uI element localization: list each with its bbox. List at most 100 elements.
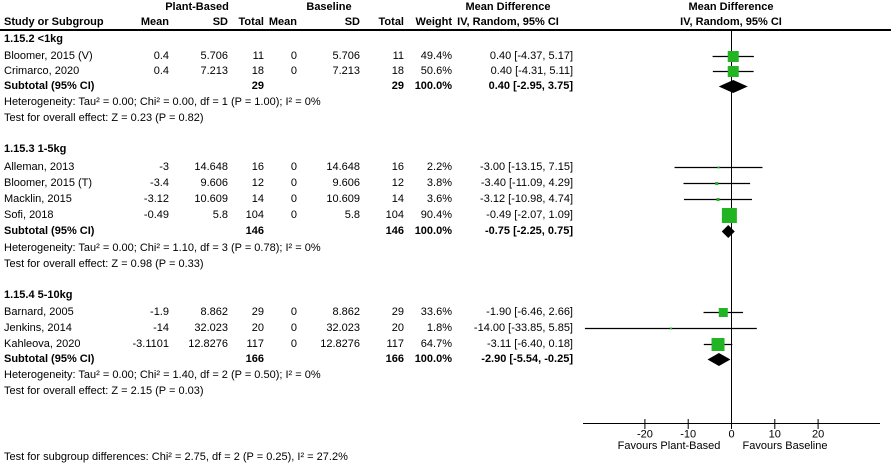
overall-effect-text: Test for overall effect: Z = 2.15 (P = 0… bbox=[4, 385, 204, 397]
study-bl_total: 14 bbox=[391, 193, 404, 205]
study-weight: 64.7% bbox=[420, 338, 452, 350]
study-md_ci: -3.12 [-10.98, 4.74] bbox=[480, 193, 573, 205]
study-pb_mean: 0.4 bbox=[153, 50, 169, 62]
study-pb_sd: 14.648 bbox=[194, 161, 228, 173]
study-weight: 50.6% bbox=[420, 65, 452, 77]
tick-label: 20 bbox=[812, 429, 824, 441]
plant-based-group-header: Plant-Based bbox=[165, 1, 229, 13]
favours-left-label: Favours Plant-Based bbox=[618, 440, 721, 452]
heterogeneity-text: Heterogeneity: Tau² = 0.00; Chi² = 0.00,… bbox=[4, 96, 321, 108]
study-md_ci: -14.00 [-33.85, 5.85] bbox=[473, 322, 573, 334]
subtotal-md-ci: -0.75 [-2.25, 0.75] bbox=[484, 225, 573, 237]
study-weight: 2.2% bbox=[426, 161, 452, 173]
study-bl_total: 18 bbox=[391, 65, 404, 77]
subtotal-md-ci: 0.40 [-2.95, 3.75] bbox=[488, 80, 573, 92]
subtotal-weight: 100.0% bbox=[414, 225, 452, 237]
weight-column-header: Weight bbox=[415, 16, 452, 28]
study-pb_sd: 32.023 bbox=[194, 322, 228, 334]
study-bl_mean: 0 bbox=[290, 193, 297, 205]
study-pb_total: 20 bbox=[251, 322, 264, 334]
study-md_ci: -1.90 [-6.46, 2.66] bbox=[486, 306, 573, 318]
subgroup-title: 1.15.2 <1kg bbox=[4, 33, 64, 45]
heterogeneity-text: Heterogeneity: Tau² = 0.00; Chi² = 1.40,… bbox=[4, 369, 321, 381]
subgroup-title: 1.15.4 5-10kg bbox=[4, 289, 73, 301]
heterogeneity-text: Heterogeneity: Tau² = 0.00; Chi² = 1.10,… bbox=[4, 242, 321, 254]
pb-mean-column-header: Mean bbox=[140, 16, 169, 28]
pb-total-column-header: Total bbox=[238, 16, 264, 28]
study-pb_total: 18 bbox=[251, 65, 264, 77]
study-bl_total: 29 bbox=[391, 306, 404, 318]
subgroup-differences-text: Test for subgroup differences: Chi² = 2.… bbox=[4, 451, 348, 463]
md-method-header: IV, Random, 95% CI bbox=[457, 16, 559, 28]
study-bl_total: 117 bbox=[386, 338, 404, 350]
study-bl_mean: 0 bbox=[290, 161, 297, 173]
study-pb_sd: 10.609 bbox=[194, 193, 228, 205]
study-pb_sd: 5.8 bbox=[212, 209, 228, 221]
study-weight: 3.8% bbox=[426, 177, 452, 189]
study-pb_mean: -3 bbox=[159, 161, 169, 173]
study-md_ci: -0.49 [-2.07, 1.09] bbox=[486, 209, 573, 221]
study-bl_total: 104 bbox=[385, 209, 404, 221]
subgroup-title: 1.15.3 1-5kg bbox=[4, 143, 67, 155]
favours-right-label: Favours Baseline bbox=[743, 440, 828, 452]
effect-square bbox=[669, 327, 672, 330]
study-weight: 33.6% bbox=[420, 306, 452, 318]
study-bl_sd: 5.8 bbox=[344, 209, 360, 221]
study-pb_sd: 8.862 bbox=[200, 306, 228, 318]
study-bl_sd: 5.706 bbox=[332, 50, 360, 62]
study-pb_total: 117 bbox=[246, 338, 264, 350]
effect-square bbox=[721, 208, 737, 223]
study-weight: 3.6% bbox=[426, 193, 452, 205]
subtotal-diamond bbox=[721, 225, 735, 238]
pb-sd-column-header: SD bbox=[212, 16, 228, 28]
study-name: Bloomer, 2015 (T) bbox=[4, 177, 93, 189]
study-pb_total: 14 bbox=[251, 193, 264, 205]
subtotal-weight: 100.0% bbox=[414, 353, 452, 365]
study-bl_total: 20 bbox=[391, 322, 404, 334]
study-pb_mean: -3.4 bbox=[150, 177, 169, 189]
bl-total-column-header: Total bbox=[378, 16, 404, 28]
study-name: Crimarco, 2020 bbox=[4, 65, 80, 77]
study-bl_mean: 0 bbox=[290, 338, 297, 350]
subtotal-pb-total: 146 bbox=[245, 225, 264, 237]
plot-method-header: IV, Random, 95% CI bbox=[680, 16, 782, 28]
study-bl_sd: 32.023 bbox=[326, 322, 360, 334]
subtotal-diamond bbox=[718, 80, 748, 93]
subtotal-label: Subtotal (95% CI) bbox=[4, 353, 95, 365]
subtotal-md-ci: -2.90 [-5.54, -0.25] bbox=[481, 353, 573, 365]
baseline-group-header: Baseline bbox=[306, 1, 352, 13]
study-pb_mean: -14 bbox=[153, 322, 169, 334]
tick-label: -20 bbox=[637, 429, 653, 441]
study-name: Kahleova, 2020 bbox=[4, 338, 81, 350]
study-bl_total: 12 bbox=[391, 177, 404, 189]
study-bl_mean: 0 bbox=[290, 65, 297, 77]
overall-effect-text: Test for overall effect: Z = 0.23 (P = 0… bbox=[4, 112, 204, 124]
study-bl_mean: 0 bbox=[290, 322, 297, 334]
effect-square bbox=[715, 182, 719, 185]
study-name: Jenkins, 2014 bbox=[4, 322, 72, 334]
subtotal-pb-total: 29 bbox=[251, 80, 264, 92]
study-name: Bloomer, 2015 (V) bbox=[4, 50, 93, 62]
study-pb_total: 11 bbox=[252, 50, 264, 62]
study-pb_sd: 12.8276 bbox=[188, 338, 228, 350]
subtotal-weight: 100.0% bbox=[414, 80, 452, 92]
effect-square bbox=[727, 51, 739, 62]
overall-effect-text: Test for overall effect: Z = 0.98 (P = 0… bbox=[4, 258, 204, 270]
study-md_ci: 0.40 [-4.37, 5.17] bbox=[489, 50, 573, 62]
study-bl_mean: 0 bbox=[290, 209, 297, 221]
bl-sd-column-header: SD bbox=[344, 16, 360, 28]
subtotal-pb-total: 166 bbox=[245, 353, 264, 365]
study-weight: 49.4% bbox=[420, 50, 452, 62]
study-bl_sd: 8.862 bbox=[332, 306, 360, 318]
tick-label: 0 bbox=[728, 429, 734, 441]
study-pb_total: 16 bbox=[251, 161, 264, 173]
study-bl_sd: 14.648 bbox=[326, 161, 360, 173]
study-pb_total: 12 bbox=[251, 177, 264, 189]
study-pb_total: 29 bbox=[251, 306, 264, 318]
study-name: Barnard, 2005 bbox=[4, 306, 74, 318]
study-bl_total: 16 bbox=[391, 161, 404, 173]
md-column-header: Mean Difference bbox=[465, 1, 551, 13]
subtotal-bl-total: 146 bbox=[385, 225, 404, 237]
